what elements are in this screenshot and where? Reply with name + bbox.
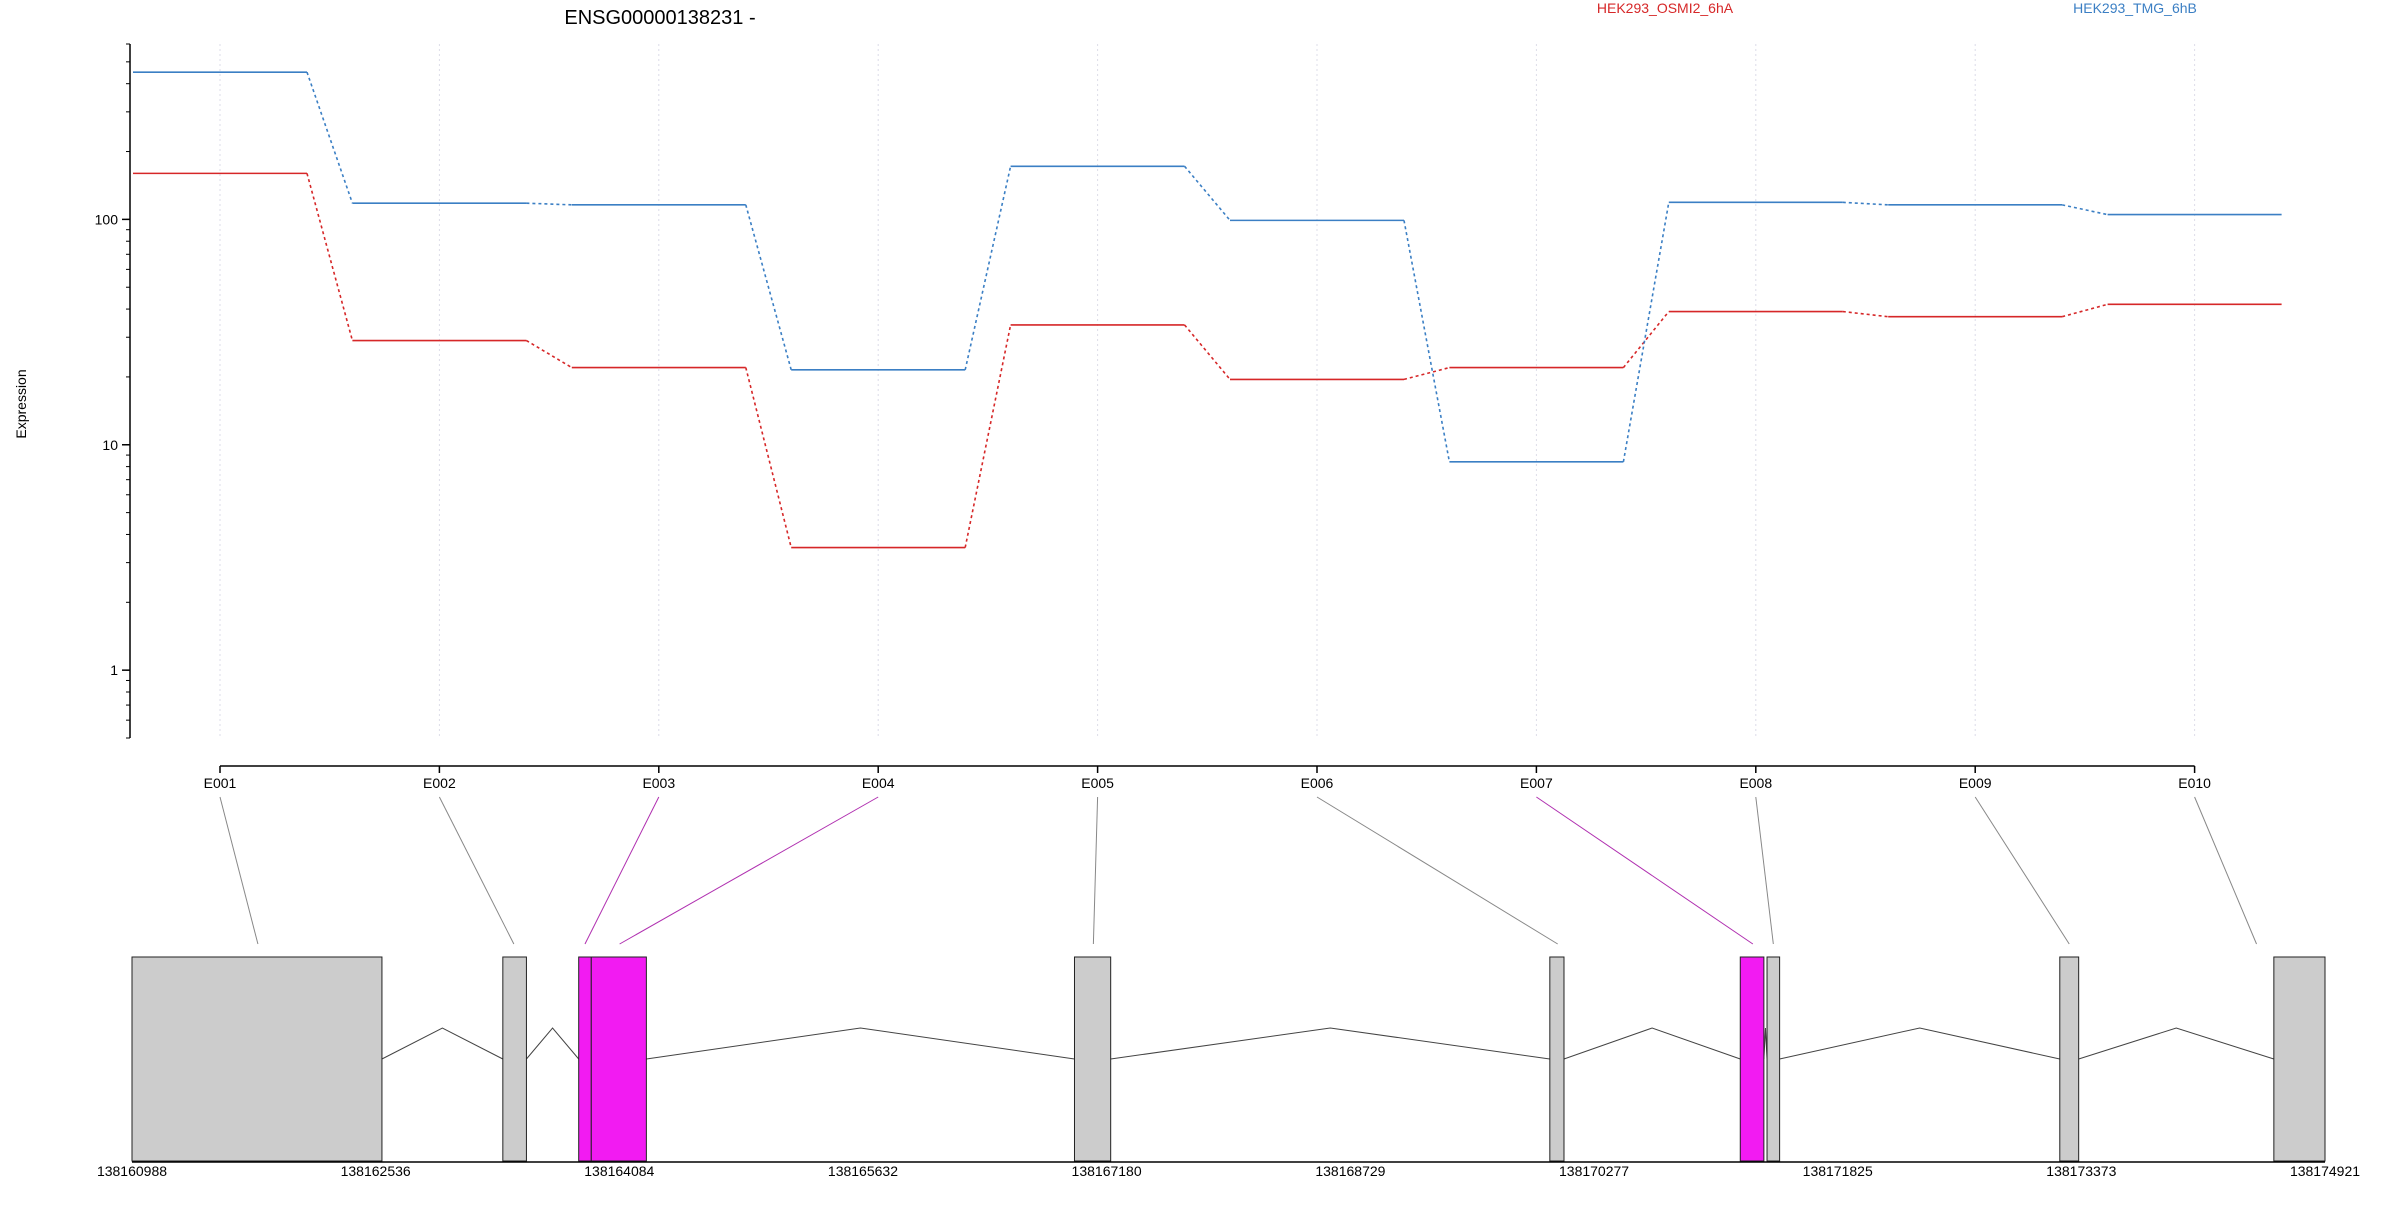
exon-link-line	[584, 796, 660, 945]
exon-box	[1549, 956, 1565, 1162]
exon-box	[2273, 956, 2326, 1162]
series-connector	[1403, 366, 1450, 381]
intron-line	[1563, 1027, 1741, 1060]
x-tick-label: E009	[1959, 775, 1992, 791]
x-tick-label: E007	[1520, 775, 1553, 791]
genomic-tick-label: 138164084	[584, 1163, 654, 1179]
exon-box	[1739, 956, 1765, 1162]
genomic-tick-label: 138168729	[1315, 1163, 1385, 1179]
series-connector	[964, 166, 1012, 371]
exon-link-line	[1316, 796, 1558, 945]
x-tick-label: E002	[423, 775, 456, 791]
exon-link-line	[1755, 796, 1774, 945]
exon-box	[2059, 956, 2080, 1162]
exon-box	[502, 956, 527, 1162]
exon-box	[578, 956, 592, 1162]
legend-entry-tmg: HEK293_TMG_6hB	[2073, 0, 2197, 16]
exon-link-line	[2194, 796, 2257, 945]
exon-box	[131, 956, 383, 1162]
series-connector	[964, 324, 1012, 548]
exon-box	[1766, 956, 1781, 1162]
genomic-tick-label: 138167180	[1072, 1163, 1142, 1179]
series-connector	[1403, 220, 1451, 462]
chart-title: ENSG00000138231 -	[564, 7, 755, 29]
series-connector	[1842, 201, 1889, 206]
genomic-tick-label: 138162536	[341, 1163, 411, 1179]
intron-line	[381, 1027, 504, 1060]
legend-entry-osmi2: HEK293_OSMI2_6hA	[1597, 0, 1734, 16]
intron-line	[526, 1027, 580, 1060]
series-line	[133, 172, 2282, 549]
x-tick-label: E005	[1081, 775, 1114, 791]
exon-box	[1073, 956, 1112, 1162]
x-tick-label: E006	[1301, 775, 1334, 791]
x-tick-label: E010	[2178, 775, 2211, 791]
intron-line	[2078, 1027, 2274, 1060]
exon-link-line	[1092, 796, 1099, 945]
intron-line	[646, 1027, 1075, 1060]
x-tick-label: E008	[1739, 775, 1772, 791]
series-connector	[2062, 204, 2108, 216]
exon-link-line	[438, 796, 515, 945]
series-connector	[745, 367, 792, 548]
exon-link-line	[1536, 796, 1754, 945]
series-connector	[1183, 324, 1231, 380]
x-tick-label: E001	[204, 775, 237, 791]
intron-line	[1110, 1027, 1550, 1060]
series-connector	[745, 204, 792, 371]
series-connector	[306, 173, 354, 341]
genomic-tick-label: 138171825	[1803, 1163, 1873, 1179]
series-connector	[526, 202, 572, 206]
series-connector	[1622, 311, 1670, 369]
series-connector	[1842, 310, 1889, 318]
series-connector	[306, 71, 354, 204]
genomic-tick-label: 138170277	[1559, 1163, 1629, 1179]
series-connector	[2061, 303, 2108, 318]
exon-box	[590, 956, 647, 1162]
genomic-tick-label: 138160988	[97, 1163, 167, 1179]
series-connector	[525, 339, 573, 369]
y-tick-label: 1	[110, 662, 118, 678]
y-tick-label: 100	[95, 211, 119, 227]
x-tick-label: E003	[642, 775, 675, 791]
intron-line	[1763, 1027, 1768, 1060]
exon-link-line	[619, 796, 879, 945]
intron-line	[1779, 1027, 2060, 1060]
series-connector	[1183, 165, 1231, 221]
genomic-tick-label: 138165632	[828, 1163, 898, 1179]
y-tick-label: 10	[102, 437, 118, 453]
exon-link-line	[1974, 796, 2070, 945]
genomic-tick-label: 138173373	[2046, 1163, 2116, 1179]
y-axis-label: Expression	[13, 369, 29, 438]
series-connector	[1622, 202, 1670, 462]
genomic-tick-label: 138174921	[2290, 1163, 2360, 1179]
exon-link-line	[219, 796, 259, 945]
x-tick-label: E004	[862, 775, 895, 791]
series-line	[133, 71, 2282, 463]
